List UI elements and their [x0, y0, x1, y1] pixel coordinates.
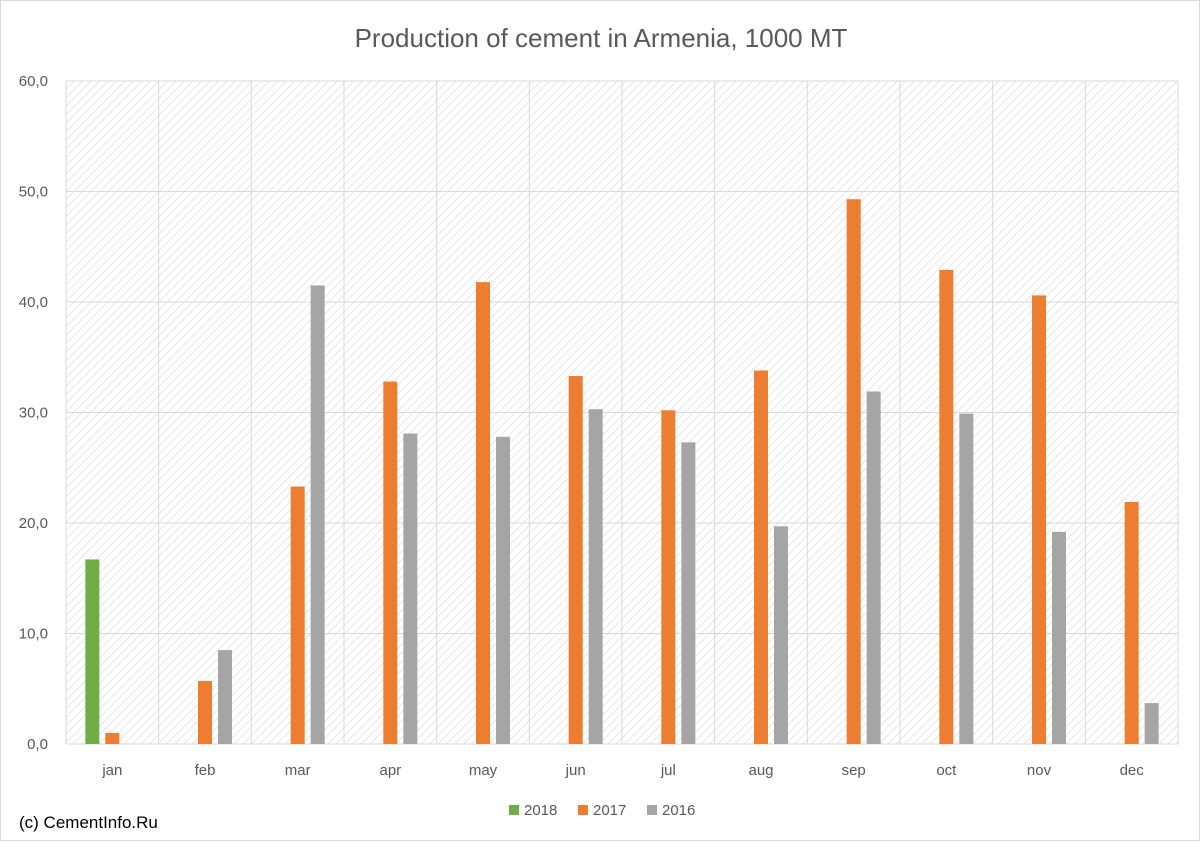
- y-tick-label: 20,0: [19, 515, 48, 532]
- y-axis: 0,0 10,0 20,0 30,0 40,0 50,0 60,0: [19, 73, 48, 753]
- legend: 2018 2017 2016: [509, 802, 695, 819]
- bar-2016-jul: [681, 442, 696, 744]
- y-tick-label: 60,0: [19, 73, 48, 90]
- y-tick-label: 0,0: [27, 736, 48, 753]
- bar-2016-mar: [310, 285, 325, 744]
- legend-label-2016: 2016: [662, 802, 695, 819]
- bar-2017-aug: [754, 370, 768, 744]
- bar-2016-oct: [959, 413, 974, 744]
- x-tick-label: may: [469, 762, 498, 779]
- bar-2016-apr: [403, 433, 418, 744]
- bar-2017-sep: [846, 199, 861, 745]
- grid-lines: [65, 80, 1179, 745]
- bar-2017-oct: [939, 269, 954, 744]
- x-tick-label: mar: [285, 762, 311, 779]
- x-tick-label: jul: [660, 762, 676, 779]
- y-tick-label: 10,0: [19, 626, 48, 643]
- x-tick-label: aug: [748, 762, 773, 779]
- x-tick-label: jun: [565, 762, 586, 779]
- x-tick-label: dec: [1120, 762, 1145, 779]
- bar-2016-sep: [866, 391, 881, 744]
- bar-2016-nov: [1052, 531, 1066, 744]
- bars: [85, 199, 1159, 745]
- bar-2018-jan: [85, 559, 100, 744]
- credit-text: (c) CementInfo.Ru: [19, 813, 158, 832]
- bar-2017-mar: [290, 486, 305, 744]
- bar-2016-may: [496, 436, 510, 744]
- legend-label-2017: 2017: [593, 802, 626, 819]
- legend-swatch-2018: [509, 805, 519, 815]
- bar-2017-apr: [383, 381, 398, 744]
- bar-2017-jun: [568, 376, 583, 744]
- bar-2017-feb: [198, 681, 212, 744]
- y-tick-label: 40,0: [19, 294, 48, 311]
- x-tick-label: jan: [101, 762, 122, 779]
- bar-2017-dec: [1124, 502, 1139, 744]
- bar-2017-jan: [105, 732, 120, 744]
- y-tick-label: 50,0: [19, 184, 48, 201]
- x-axis: jan feb mar apr may jun jul aug sep oct nov dec: [101, 762, 1144, 779]
- x-tick-label: nov: [1027, 762, 1052, 779]
- bar-2016-aug: [774, 526, 788, 744]
- bar-2016-jun: [588, 409, 603, 744]
- legend-swatch-2016: [647, 805, 657, 815]
- bar-2016-feb: [218, 650, 232, 744]
- x-tick-label: sep: [842, 762, 866, 779]
- legend-label-2018: 2018: [524, 802, 557, 819]
- chart-title: Production of cement in Armenia, 1000 MT: [355, 23, 848, 53]
- x-tick-label: apr: [379, 762, 401, 779]
- x-tick-label: feb: [195, 762, 216, 779]
- y-tick-label: 30,0: [19, 405, 48, 422]
- bar-2017-jul: [661, 410, 676, 744]
- legend-swatch-2017: [578, 805, 588, 815]
- bar-2017-nov: [1032, 295, 1046, 744]
- bar-2017-may: [476, 282, 490, 744]
- bar-2016-dec: [1144, 703, 1159, 744]
- x-tick-label: oct: [936, 762, 957, 779]
